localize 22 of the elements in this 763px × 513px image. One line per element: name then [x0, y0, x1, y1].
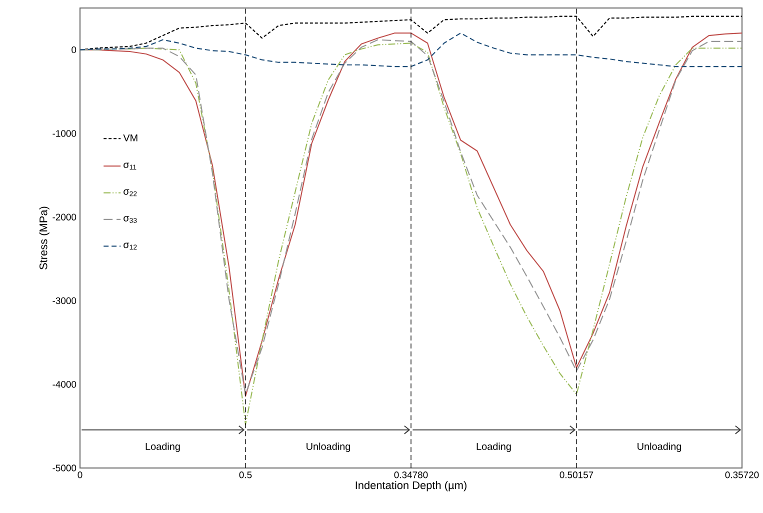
x-tick-label: 0.35720: [725, 472, 759, 478]
y-tick-label: -5000: [52, 464, 76, 472]
x-tick-label: 0: [78, 472, 82, 478]
x-tick-label: 0.50157: [560, 472, 594, 478]
annotation: Unloading: [638, 442, 682, 452]
annotation: Loading: [146, 442, 180, 452]
x-tick-label: 0.5: [239, 472, 252, 478]
legend-label: VM: [123, 134, 138, 142]
legend-label: σ$_{22}$: [124, 189, 137, 196]
annotation: Unloading: [306, 442, 350, 452]
x-tick-label: 0.34780: [394, 472, 428, 478]
x-axis-title: Indentation Depth (µm): [356, 481, 466, 492]
y-tick-label: -1000: [52, 130, 76, 137]
legend-label: σ$_{33}$: [124, 216, 137, 223]
y-tick-label: -3000: [52, 297, 76, 304]
y-axis-title: Stress (MPa): [39, 206, 50, 270]
legend-label: σ$_{12}$: [124, 242, 137, 250]
y-tick-label: -4000: [52, 381, 76, 388]
annotation: Loading: [476, 442, 511, 452]
y-tick-label: -2000: [52, 214, 76, 220]
y-tick-label: 0: [72, 46, 76, 54]
legend-label: σ$_{11}$: [124, 162, 136, 170]
